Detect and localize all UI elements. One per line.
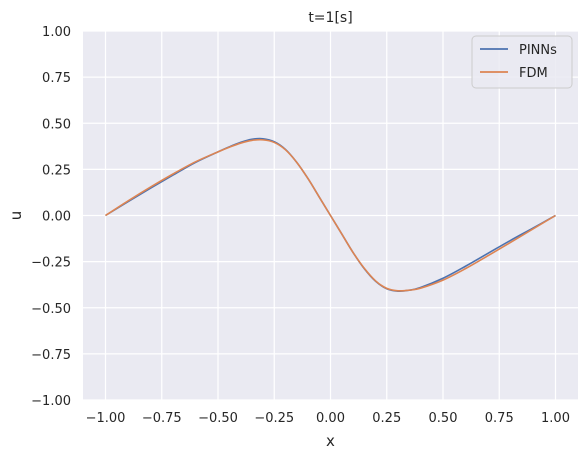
x-tick-label: 1.00: [541, 411, 570, 426]
y-tick-label: −1.00: [31, 394, 71, 409]
y-tick-label: 1.00: [42, 25, 71, 40]
y-tick-label: −0.25: [31, 256, 71, 271]
series-line-fdm: [105, 138, 556, 292]
x-tick-label: −0.25: [254, 411, 294, 426]
y-tick-label: 0.75: [42, 71, 71, 86]
y-tick-label: 0.25: [42, 163, 71, 178]
y-tick-label: −0.75: [31, 348, 71, 363]
x-tick-label: 0.75: [485, 411, 514, 426]
legend-label: PINNs: [519, 43, 557, 58]
y-tick-label: 0.00: [42, 210, 71, 225]
series-lines: [105, 137, 556, 292]
x-tick-label: −0.50: [198, 411, 238, 426]
y-tick-label: −0.50: [31, 302, 71, 317]
x-tick-label: −1.00: [86, 411, 126, 426]
x-axis-label: x: [326, 432, 335, 450]
y-tick-labels: −1.00 −0.75 −0.50 −0.25 0.00 0.25 0.50 0.75 1.00: [31, 25, 71, 409]
x-tick-label: −0.75: [142, 411, 182, 426]
legend-label: FDM: [519, 66, 548, 81]
x-tick-labels: −1.00 −0.75 −0.50 −0.25 0.00 0.25 0.50 0.75 1.00: [86, 411, 570, 426]
y-axis-label: u: [7, 211, 25, 221]
chart-title: t=1[s]: [308, 10, 352, 26]
x-tick-label: 0.25: [372, 411, 401, 426]
x-tick-label: 0.00: [316, 411, 345, 426]
legend: PINNs FDM: [471, 35, 573, 89]
x-tick-label: 0.50: [429, 411, 458, 426]
y-tick-label: 0.50: [42, 117, 71, 132]
